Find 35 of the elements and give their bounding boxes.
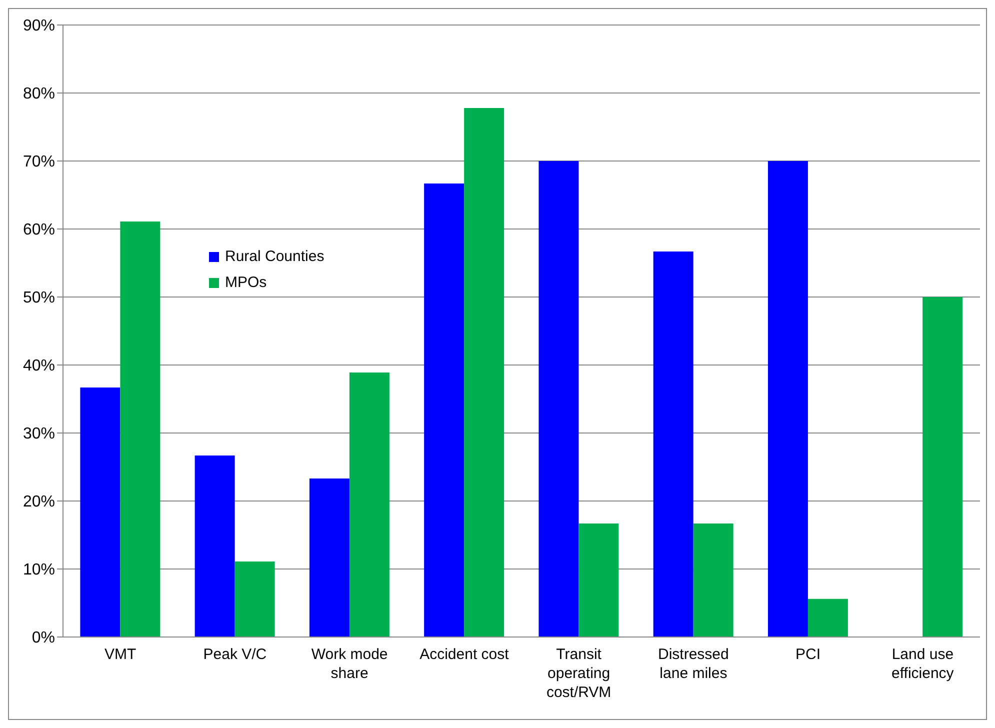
bar xyxy=(768,161,808,637)
bar xyxy=(424,183,464,637)
y-tick-label: 30% xyxy=(22,426,55,443)
x-tick-label: Peak V/C xyxy=(203,646,267,663)
x-tick-label: PCI xyxy=(796,646,821,663)
bar xyxy=(349,372,390,637)
y-tick-label: 50% xyxy=(22,290,55,307)
bar xyxy=(120,222,160,637)
y-tick-label: 10% xyxy=(22,562,55,579)
legend-label: Rural Counties xyxy=(225,247,324,267)
bar xyxy=(922,297,963,637)
y-tick-label: 70% xyxy=(22,154,55,171)
bar xyxy=(538,161,579,637)
bar xyxy=(693,523,734,637)
bar xyxy=(309,478,350,637)
bar xyxy=(808,598,848,637)
x-tick-label: Accident cost xyxy=(420,646,510,663)
x-tick-label: Land use efficiency xyxy=(892,646,954,682)
y-tick-label: 60% xyxy=(22,222,55,239)
bar xyxy=(653,251,694,637)
bar xyxy=(80,387,120,637)
y-tick-label: 80% xyxy=(22,86,55,103)
x-tick-label: Distressed lane miles xyxy=(658,646,729,682)
bar xyxy=(464,108,504,637)
y-tick-label: 20% xyxy=(22,494,55,511)
bar xyxy=(234,562,275,637)
x-tick-label: Transit operating cost/RVM xyxy=(546,646,612,701)
bar xyxy=(578,523,619,637)
x-tick-label: Work mode share xyxy=(311,646,388,682)
legend-label: MPOs xyxy=(225,273,267,293)
bar xyxy=(194,455,235,637)
y-tick-label: 90% xyxy=(22,18,55,35)
y-tick-label: 0% xyxy=(32,630,55,647)
y-tick-label: 40% xyxy=(22,358,55,375)
x-tick-label: VMT xyxy=(104,646,136,663)
